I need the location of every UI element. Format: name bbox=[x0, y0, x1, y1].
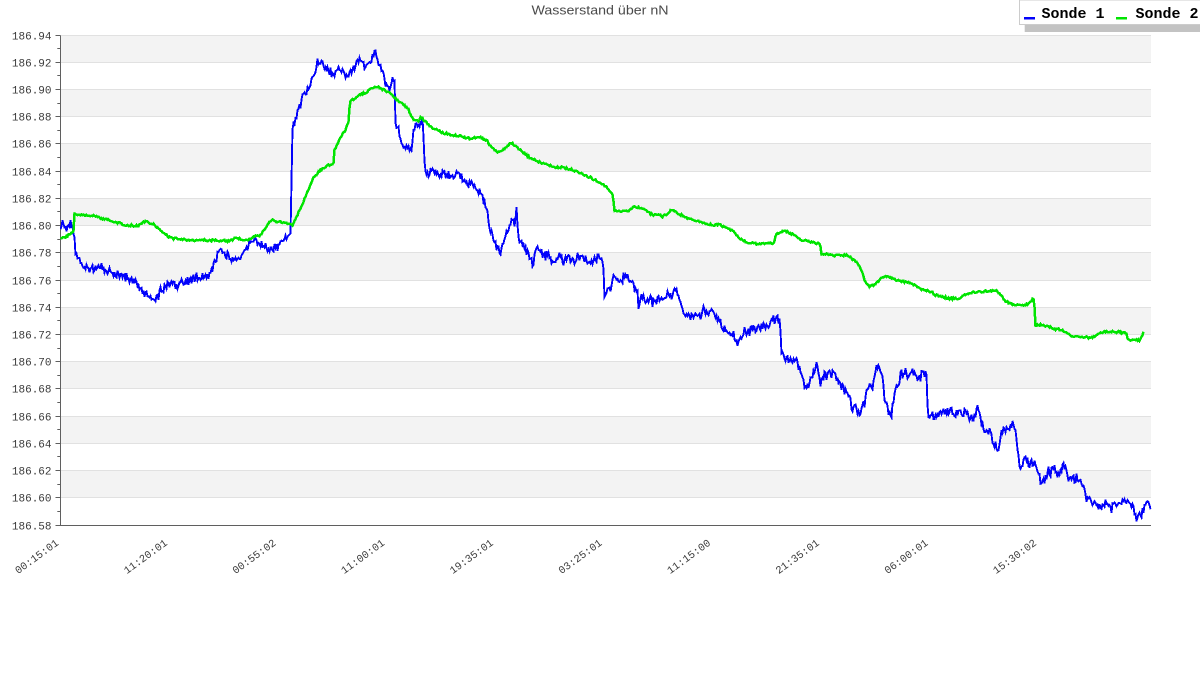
svg-text:186.84: 186.84 bbox=[12, 167, 52, 179]
svg-text:186.66: 186.66 bbox=[12, 412, 52, 424]
svg-text:186.94: 186.94 bbox=[12, 31, 52, 43]
svg-text:186.90: 186.90 bbox=[12, 85, 52, 97]
svg-text:186.88: 186.88 bbox=[12, 112, 52, 124]
svg-text:186.80: 186.80 bbox=[12, 221, 52, 233]
svg-text:186.64: 186.64 bbox=[12, 439, 52, 451]
svg-text:Sonde 2: Sonde 2 bbox=[1136, 6, 1199, 23]
svg-text:186.58: 186.58 bbox=[12, 521, 52, 533]
svg-text:Wasserstand über nN: Wasserstand über nN bbox=[532, 3, 669, 17]
svg-text:186.78: 186.78 bbox=[12, 248, 52, 260]
svg-text:186.86: 186.86 bbox=[12, 139, 52, 151]
svg-text:186.92: 186.92 bbox=[12, 58, 52, 70]
svg-text:186.76: 186.76 bbox=[12, 276, 52, 288]
svg-text:Sonde 1: Sonde 1 bbox=[1042, 6, 1105, 23]
svg-text:186.62: 186.62 bbox=[12, 466, 52, 478]
svg-text:186.60: 186.60 bbox=[12, 493, 52, 505]
svg-text:186.72: 186.72 bbox=[12, 330, 52, 342]
svg-text:186.74: 186.74 bbox=[12, 303, 52, 315]
svg-text:186.82: 186.82 bbox=[12, 194, 52, 206]
svg-text:186.70: 186.70 bbox=[12, 357, 52, 369]
svg-text:186.68: 186.68 bbox=[12, 384, 52, 396]
